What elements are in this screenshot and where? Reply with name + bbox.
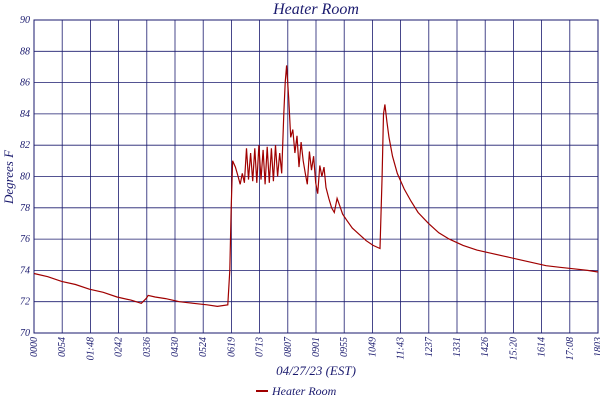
x-tick-label: 1426 (480, 337, 491, 357)
x-tick-label: 11:43 (396, 337, 407, 360)
y-tick-label: 78 (20, 203, 30, 214)
y-tick-labels: 70 72 74 76 78 80 82 84 86 88 90 (20, 15, 30, 339)
x-tick-label: 1049 (367, 337, 378, 357)
y-tick-label: 80 (20, 172, 30, 183)
x-tick-label: 1614 (537, 337, 548, 357)
x-tick-label: 0336 (142, 337, 153, 357)
legend-label: Heater Room (271, 384, 337, 398)
x-tick-label: 0955 (339, 337, 350, 357)
x-tick-label: 0430 (170, 337, 181, 357)
x-axis-title: 04/27/23 (EST) (276, 363, 356, 378)
y-tick-label: 82 (20, 140, 30, 151)
x-tick-label: 1331 (452, 337, 463, 357)
x-tick-label: 0901 (311, 337, 322, 357)
y-tick-label: 90 (20, 15, 30, 26)
x-tick-label: 0054 (57, 337, 68, 357)
x-tick-label: 01:48 (85, 337, 96, 360)
x-tick-labels: 0000 0054 01:48 0242 0336 0430 0524 0619 0713 080… (29, 336, 600, 360)
x-tick-label: 0242 (114, 337, 125, 357)
x-tick-label: 1237 (424, 336, 435, 357)
x-tick-label: 1803 (593, 337, 600, 357)
y-tick-label: 76 (20, 234, 30, 245)
x-tick-label: 15:20 (508, 337, 519, 360)
y-tick-label: 70 (20, 328, 30, 339)
y-tick-label: 88 (20, 46, 30, 57)
grid-lines (33, 19, 599, 334)
chart-title: Heater Room (272, 1, 359, 18)
y-tick-label: 86 (20, 78, 30, 89)
x-tick-label: 0807 (283, 336, 294, 357)
x-tick-label: 0524 (198, 337, 209, 357)
y-tick-label: 72 (20, 297, 30, 308)
y-axis-title: Degrees F (1, 149, 16, 205)
y-tick-label: 74 (20, 265, 30, 276)
series-line-heater-room (33, 65, 599, 308)
x-tick-label: 0713 (255, 337, 266, 357)
x-tick-label: 17:08 (565, 337, 576, 360)
x-tick-label: 0000 (29, 337, 40, 357)
y-tick-label: 84 (20, 109, 30, 120)
x-tick-label: 0619 (226, 337, 237, 357)
